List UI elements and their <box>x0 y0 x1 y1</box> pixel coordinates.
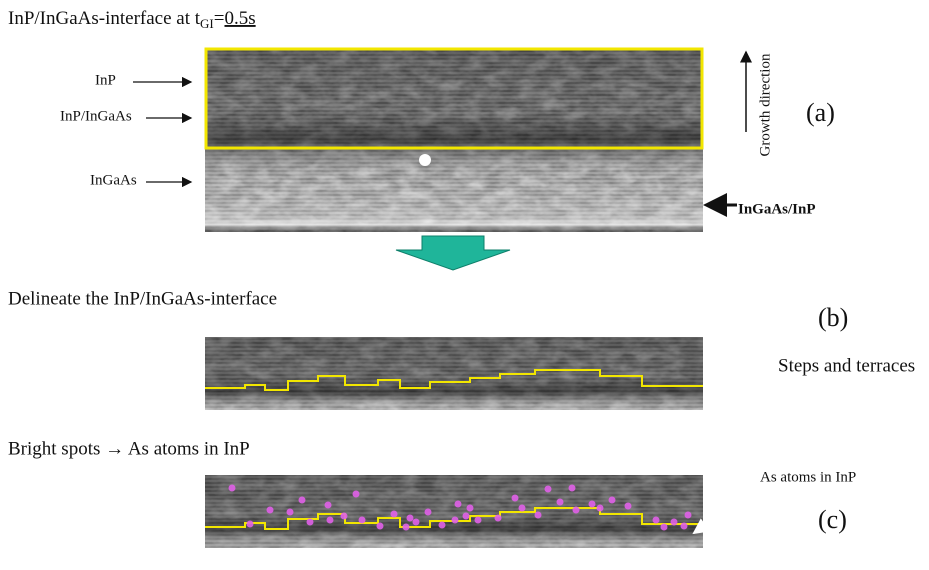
note: As atoms in InP <box>760 469 856 485</box>
panel-tag: (a) <box>806 98 835 127</box>
arrow <box>692 491 753 535</box>
stm-image-b <box>205 337 703 410</box>
as-atom <box>324 501 332 509</box>
title: InP/InGaAs-interface at tGI=0.5s <box>8 8 256 31</box>
as-atom <box>494 514 502 522</box>
as-atom <box>246 520 254 528</box>
as-atom <box>228 484 236 492</box>
panel-tag: (c) <box>818 505 847 534</box>
as-atom <box>518 504 526 512</box>
as-atom <box>670 518 678 526</box>
stm-image-c <box>205 475 703 548</box>
as-atom <box>326 516 334 524</box>
panel-tag: (b) <box>818 303 848 332</box>
as-atom <box>588 500 596 508</box>
caption: Bright spots → As atoms in InP <box>8 438 250 459</box>
as-atom <box>454 500 462 508</box>
as-atom <box>568 484 576 492</box>
note: Steps and terraces <box>778 355 915 376</box>
as-atom <box>624 502 632 510</box>
growth-direction: Growth direction <box>757 53 773 156</box>
as-atom <box>462 512 470 520</box>
as-atom <box>352 490 360 498</box>
as-atom <box>660 523 668 531</box>
as-atom <box>572 506 580 514</box>
as-atom <box>556 498 564 506</box>
as-atom <box>306 518 314 526</box>
as-atom <box>684 511 692 519</box>
as-atom <box>652 516 660 524</box>
as-atom <box>298 496 306 504</box>
as-atom <box>451 516 459 524</box>
as-atom <box>376 522 384 530</box>
layer-label: InP/InGaAs <box>60 108 132 124</box>
as-atom <box>474 516 482 524</box>
layer-label: InGaAs <box>90 172 137 188</box>
layer-label: InP <box>95 72 116 88</box>
stm-image-a <box>204 47 704 232</box>
as-atom <box>466 504 474 512</box>
as-atom <box>266 506 274 514</box>
interface-label: InGaAs/InP <box>738 201 816 217</box>
as-atom <box>438 521 446 529</box>
as-atom <box>406 514 414 522</box>
as-atom <box>608 496 616 504</box>
caption: Delineate the InP/InGaAs-interface <box>8 288 277 309</box>
as-atom <box>680 522 688 530</box>
process-arrow <box>395 235 511 271</box>
as-atom <box>511 494 519 502</box>
as-atom <box>412 518 420 526</box>
as-atom <box>596 504 604 512</box>
as-atom <box>544 485 552 493</box>
as-atom <box>534 511 542 519</box>
as-atom <box>358 516 366 524</box>
as-atom <box>340 512 348 520</box>
as-atom <box>424 508 432 516</box>
as-atom <box>402 523 410 531</box>
as-atom <box>390 510 398 518</box>
as-atom <box>286 508 294 516</box>
